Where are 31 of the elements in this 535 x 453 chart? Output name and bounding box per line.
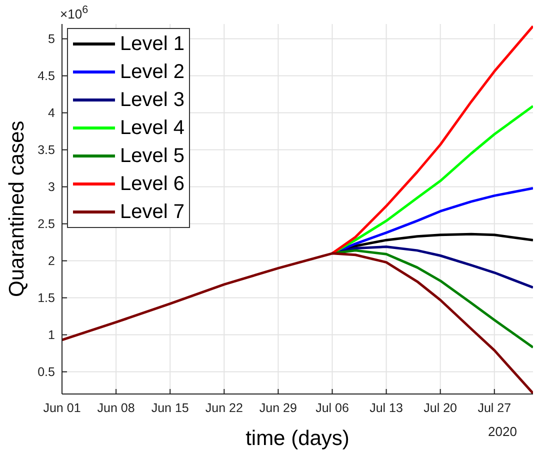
x-tick-label: Jun 01 xyxy=(43,400,81,415)
y-tick-label: 2 xyxy=(48,254,56,268)
x-tick-label: Jun 22 xyxy=(205,400,243,415)
line-series xyxy=(330,24,533,255)
y-tick-label: 1 xyxy=(48,328,56,342)
x-tick-label: Jun 08 xyxy=(97,400,135,415)
y-tick-label: 3.5 xyxy=(38,143,56,158)
y-tick-label: 2.5 xyxy=(38,217,56,232)
y-tick-label: 4 xyxy=(48,106,56,120)
legend-label: Level 7 xyxy=(120,200,184,224)
y-tick-label: 0.5 xyxy=(38,365,56,380)
legend-label: Level 2 xyxy=(120,60,184,84)
text: 2020 xyxy=(488,424,517,439)
y-tick-label: 4.5 xyxy=(38,69,56,84)
text: ×10$^{6}$ xyxy=(60,4,88,22)
legend-label: Level 5 xyxy=(120,144,184,168)
y-axis-title: Quarantined cases xyxy=(5,120,28,297)
x-tick-label: Jul 06 xyxy=(316,400,349,415)
x-tick-label: Jul 27 xyxy=(478,400,512,415)
legend-label: Level 3 xyxy=(120,88,184,112)
x-tick-label: Jul 13 xyxy=(370,400,404,415)
x-tick-label: Jun 15 xyxy=(151,400,189,415)
legend-label: Level 1 xyxy=(120,32,184,56)
x-tick-label: Jun 29 xyxy=(259,400,298,415)
y-tick-label: 5 xyxy=(48,32,56,46)
x-axis-title: time (days) xyxy=(246,427,350,450)
legend-label: Level 4 xyxy=(120,116,184,140)
y-tick-label: 3 xyxy=(48,180,56,194)
y-tick-label: 1.5 xyxy=(38,291,56,306)
x-tick-label: Jul 20 xyxy=(424,400,458,415)
legend-label: Level 6 xyxy=(120,172,184,196)
